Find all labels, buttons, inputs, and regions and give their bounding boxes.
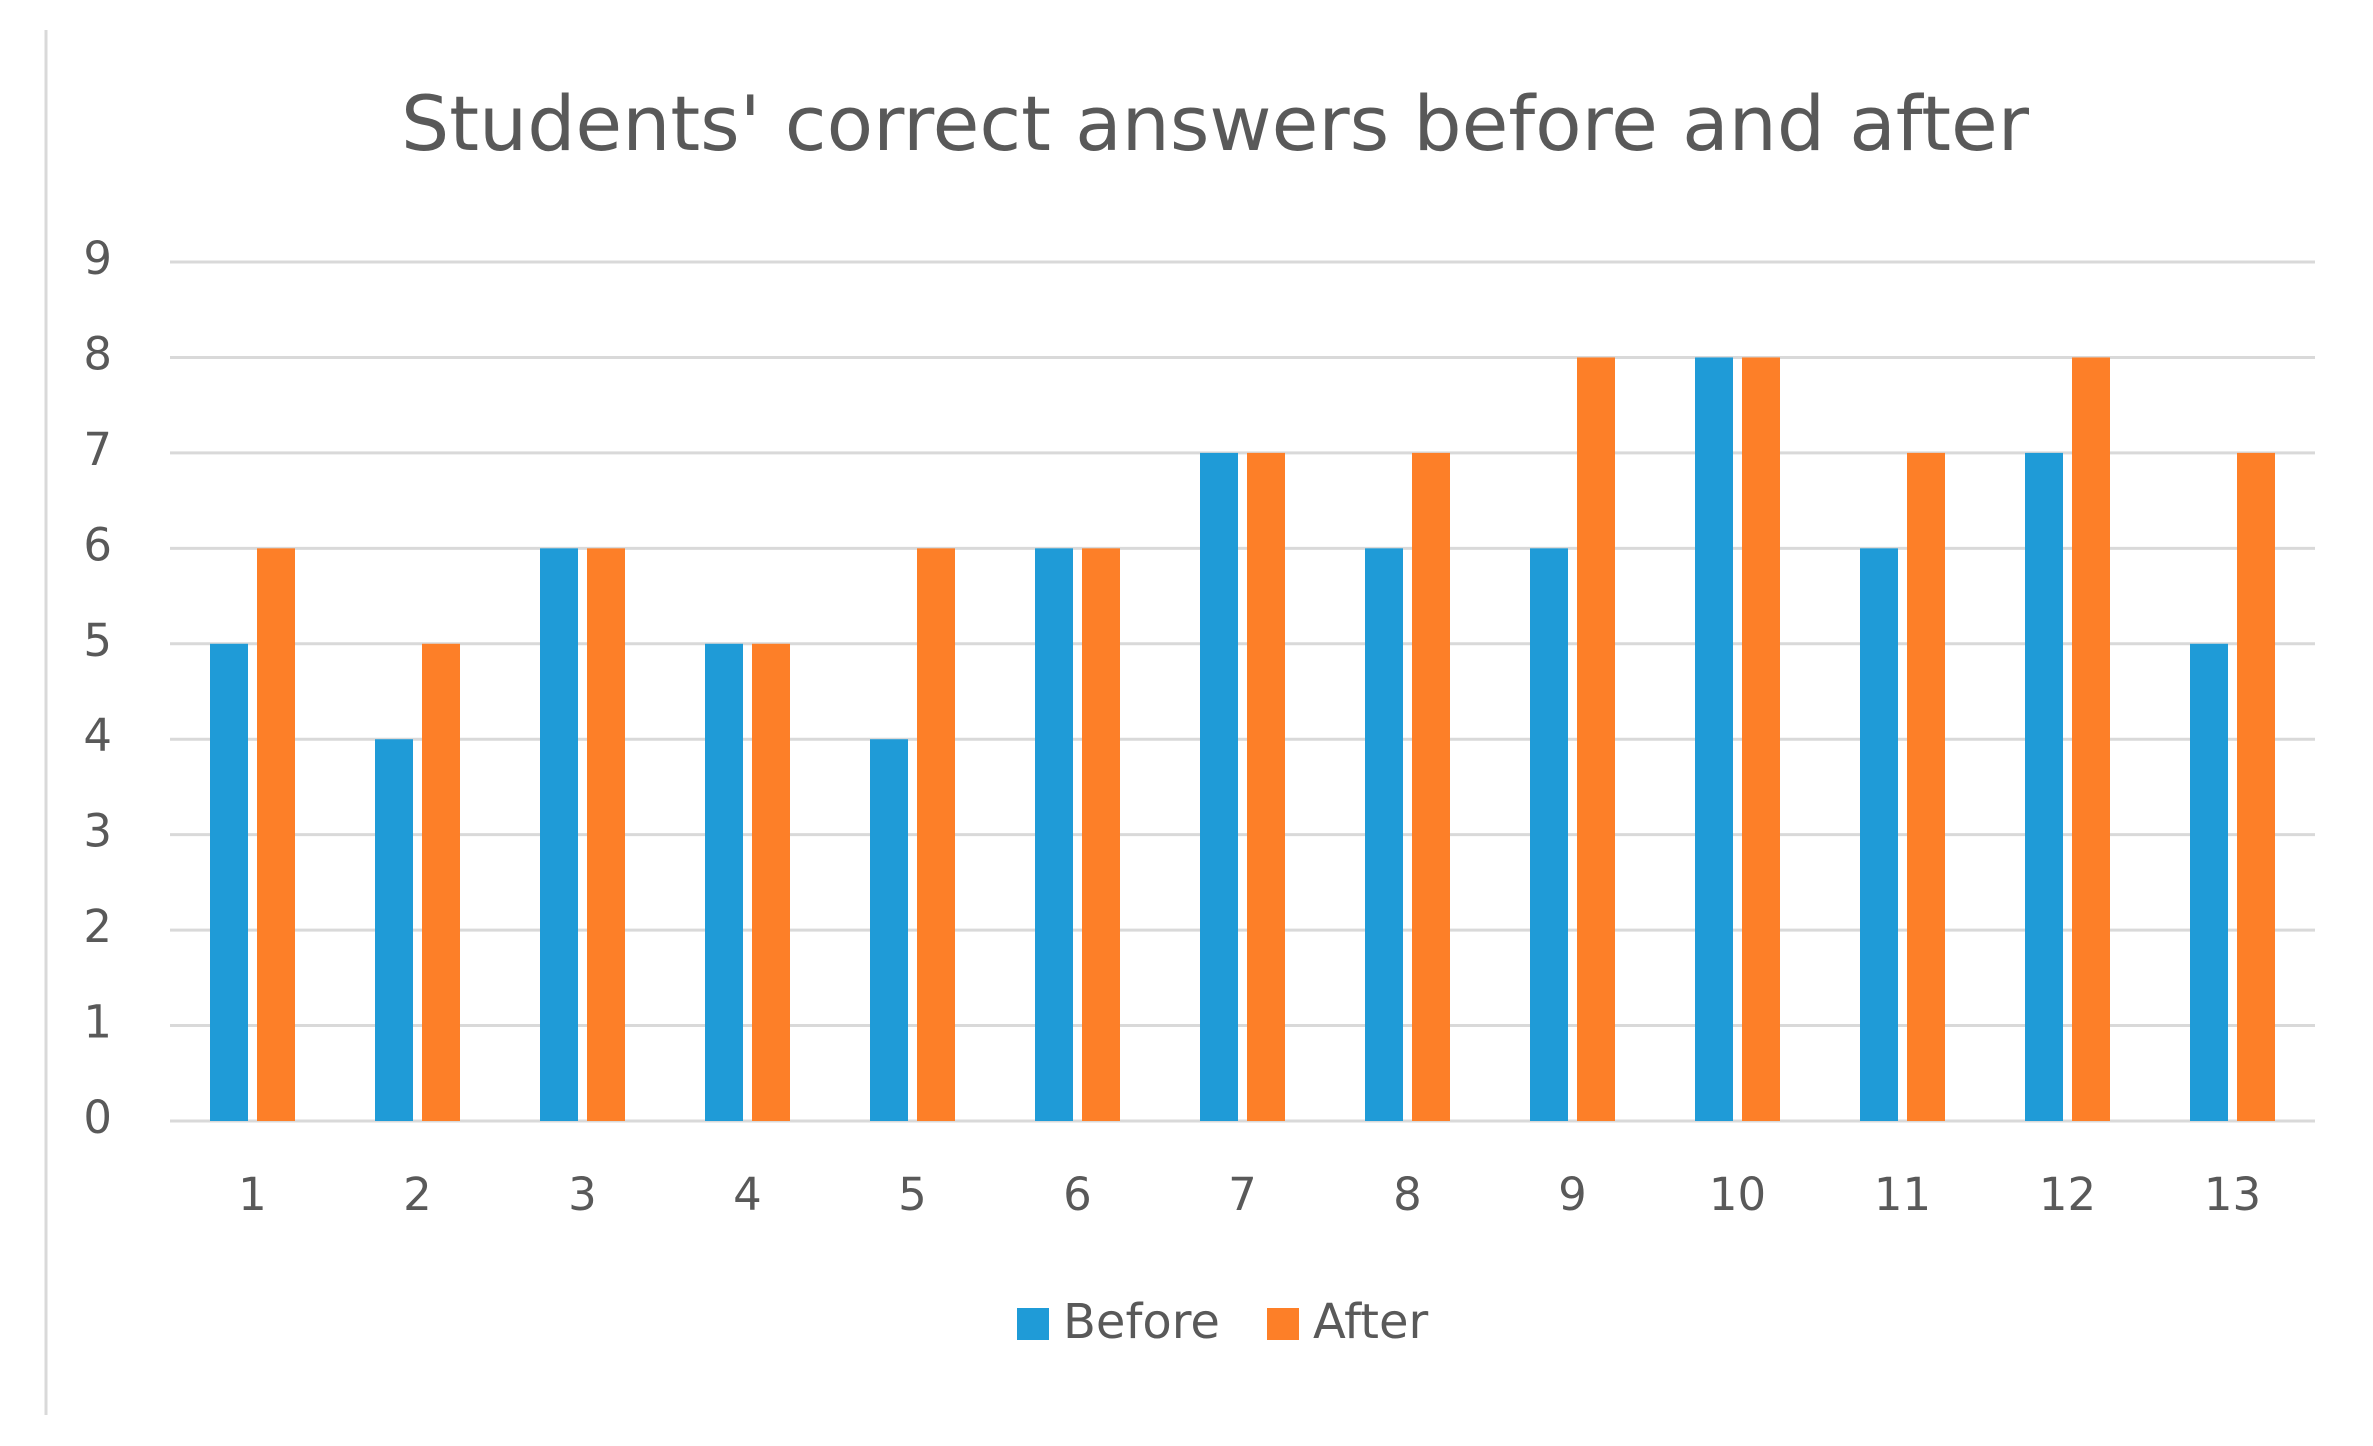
bar	[422, 643, 460, 1121]
bar	[587, 548, 625, 1121]
bar	[1742, 357, 1780, 1121]
bar	[540, 548, 578, 1121]
bar	[1412, 452, 1450, 1121]
bar	[2025, 452, 2063, 1121]
bar	[1577, 357, 1615, 1121]
bar	[375, 739, 413, 1121]
legend-label: Before	[1063, 1294, 1220, 1350]
x-tick-label: 5	[898, 1168, 927, 1221]
bar	[752, 643, 790, 1121]
y-tick-label: 4	[83, 709, 112, 762]
x-tick-label: 4	[733, 1168, 762, 1221]
bar	[1907, 452, 1945, 1121]
bar	[1365, 548, 1403, 1121]
y-tick-label: 3	[83, 805, 112, 858]
legend-swatch	[1267, 1308, 1299, 1340]
bar	[870, 739, 908, 1121]
y-tick-label: 7	[83, 423, 112, 476]
x-tick-label: 9	[1558, 1168, 1587, 1221]
bar	[1247, 452, 1285, 1121]
y-tick-label: 8	[83, 327, 112, 380]
y-tick-label: 1	[83, 996, 112, 1049]
x-tick-label: 8	[1393, 1168, 1422, 1221]
bar	[257, 548, 295, 1121]
x-tick-label: 10	[1709, 1168, 1766, 1221]
y-tick-label: 9	[83, 232, 112, 285]
bar	[1082, 548, 1120, 1121]
bar	[2237, 452, 2275, 1121]
bar	[1200, 452, 1238, 1121]
y-tick-label: 5	[83, 614, 112, 667]
bar	[2072, 357, 2110, 1121]
bar	[210, 643, 248, 1121]
x-tick-label: 2	[403, 1168, 432, 1221]
x-tick-label: 1	[238, 1168, 267, 1221]
chart-title: Students' correct answers before and aft…	[401, 79, 2030, 168]
bar	[1695, 357, 1733, 1121]
legend-swatch	[1017, 1308, 1049, 1340]
bar	[917, 548, 955, 1121]
x-tick-label: 6	[1063, 1168, 1092, 1221]
x-tick-label: 3	[568, 1168, 597, 1221]
bar	[2190, 643, 2228, 1121]
x-tick-label: 13	[2204, 1168, 2261, 1221]
y-tick-label: 6	[83, 518, 112, 571]
legend-label: After	[1313, 1294, 1429, 1350]
bar	[1530, 548, 1568, 1121]
bar	[1860, 548, 1898, 1121]
bar	[1035, 548, 1073, 1121]
y-tick-label: 0	[83, 1091, 112, 1144]
x-tick-label: 7	[1228, 1168, 1257, 1221]
bar	[705, 643, 743, 1121]
y-tick-label: 2	[83, 900, 112, 953]
x-tick-label: 12	[2039, 1168, 2096, 1221]
x-tick-label: 11	[1874, 1168, 1931, 1221]
